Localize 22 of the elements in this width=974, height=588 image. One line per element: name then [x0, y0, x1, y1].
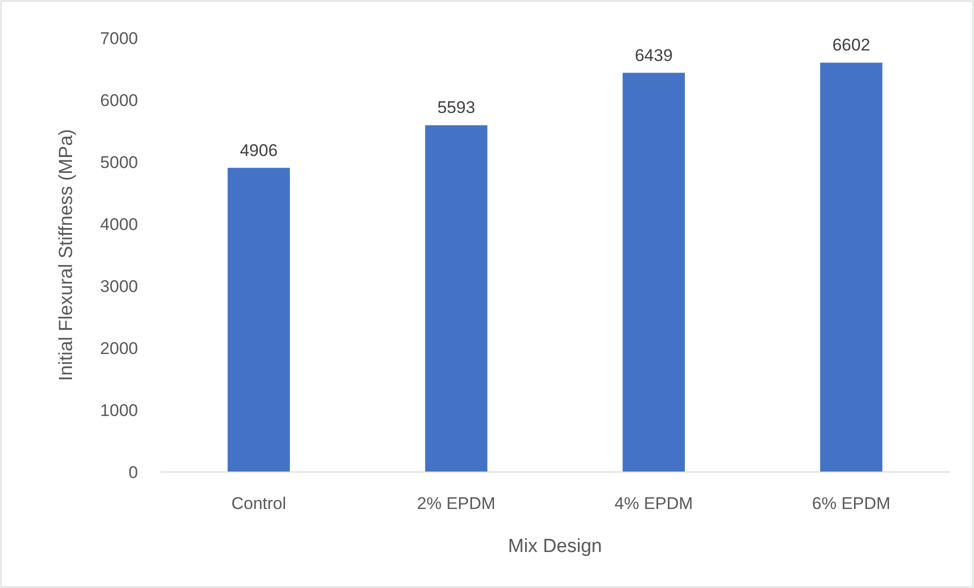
y-tick-label: 6000: [100, 90, 138, 110]
x-tick-label: 6% EPDM: [812, 494, 890, 513]
y-tick-label: 3000: [100, 276, 138, 296]
data-label: 5593: [437, 98, 476, 118]
y-tick-label: 4000: [100, 214, 138, 234]
bar: [425, 125, 488, 472]
y-axis-title: Initial Flexural Stiffness (MPa): [56, 128, 77, 382]
y-tick-label: 5000: [100, 152, 138, 172]
x-axis-title: Mix Design: [508, 536, 602, 557]
bar: [820, 62, 882, 472]
y-tick-label: 0: [128, 462, 138, 482]
x-tick-label: Control: [231, 494, 286, 513]
x-tick-label: 2% EPDM: [417, 494, 496, 513]
bar: [622, 72, 685, 472]
x-tick-label: 4% EPDM: [614, 494, 693, 513]
bar: [228, 168, 290, 472]
data-label: 6602: [832, 36, 870, 55]
y-tick-label: 7000: [100, 28, 138, 48]
y-tick-label: 2000: [100, 338, 138, 358]
y-tick-label: 1000: [100, 400, 138, 420]
data-label: 6439: [634, 46, 673, 65]
data-label: 4906: [240, 140, 278, 160]
